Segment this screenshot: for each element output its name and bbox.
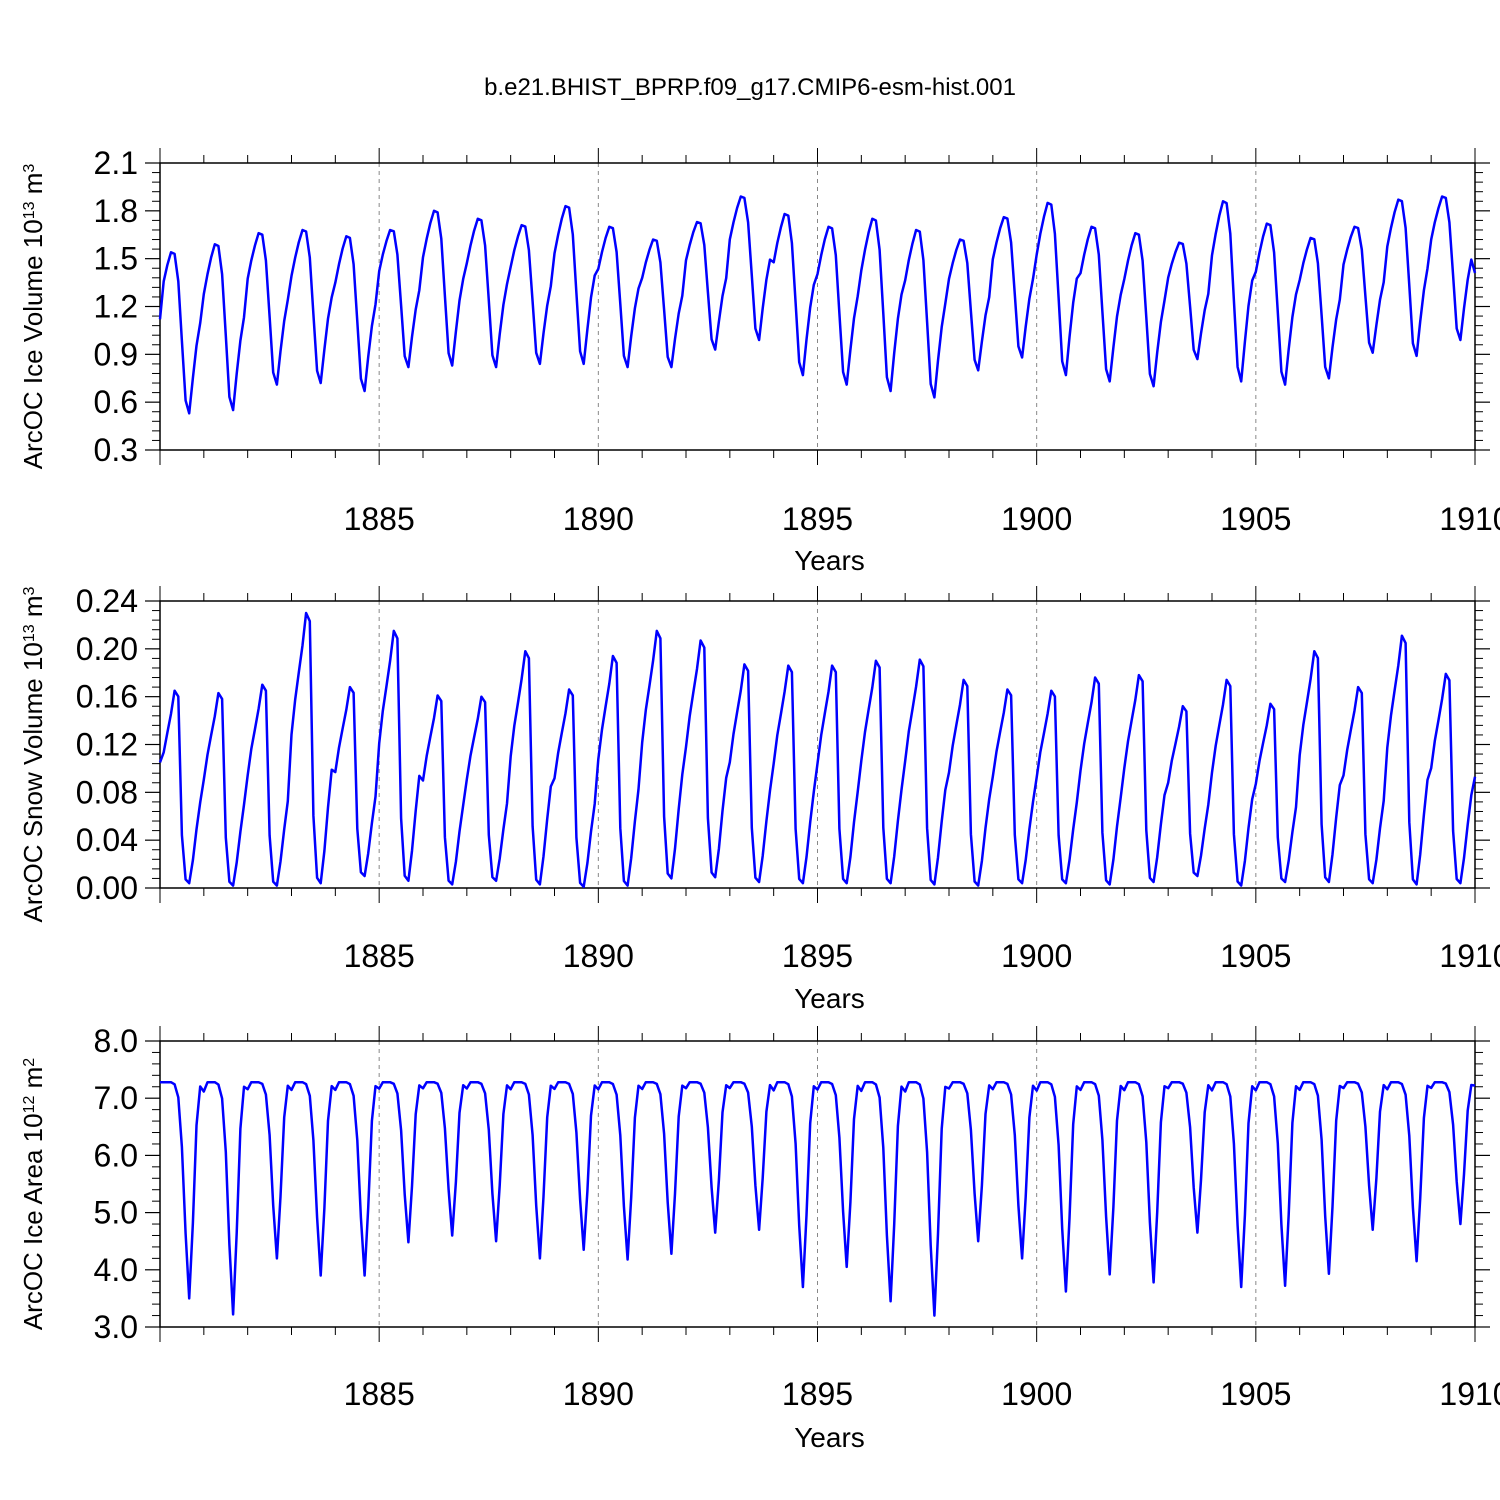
series-line-ice-area [160, 1080, 1476, 1317]
x-tick-label-1885: 1885 [344, 501, 415, 537]
x-tick-label-1910: 1910 [1439, 1376, 1500, 1412]
x-tick-label-1900: 1900 [1001, 501, 1072, 537]
x-axis-label: Years [794, 545, 865, 576]
y-tick-label: 0.16 [76, 679, 138, 715]
y-tick-label: 5.0 [94, 1195, 138, 1231]
y-axis-label: ArcOC Ice Volume 1013 m3 [18, 164, 48, 470]
series-line-snow-volume [158, 611, 1477, 889]
y-axis-label-unit-exponent: 3 [21, 164, 38, 173]
x-tick-label-1885: 1885 [344, 938, 415, 974]
y-axis-label-text: ArcOC Ice Area 10 [18, 1113, 48, 1330]
y-axis-label-text: ArcOC Snow Volume 10 [18, 642, 48, 922]
x-axis-label: Years [794, 983, 865, 1014]
y-tick-label: 0.00 [76, 870, 138, 906]
y-tick-label: 2.1 [94, 145, 138, 181]
y-tick-label: 1.2 [94, 289, 138, 325]
x-tick-label-1890: 1890 [563, 1376, 634, 1412]
y-tick-label: 0.6 [94, 384, 138, 420]
panel-ice-area: 3.0 4.0 5.0 6.0 7.0 8.0 1885 1890 1895 1900 1905 19… [18, 1023, 1500, 1453]
y-axis-label-exponent: 12 [21, 1096, 38, 1114]
y-tick-label: 4.0 [94, 1252, 138, 1288]
x-tick-label-1910: 1910 [1439, 501, 1500, 537]
y-tick-label: 0.9 [94, 336, 138, 372]
x-tick-label-1910: 1910 [1439, 938, 1500, 974]
y-tick-label: 1.8 [94, 193, 138, 229]
x-tick-label-1900: 1900 [1001, 938, 1072, 974]
y-tick-label: 1.5 [94, 241, 138, 277]
y-tick-label: 7.0 [94, 1080, 138, 1116]
x-tick-label-1895: 1895 [782, 501, 853, 537]
figure-title: b.e21.BHIST_BPRP.f09_g17.CMIP6-esm-hist.… [484, 74, 1016, 101]
y-tick-label: 0.3 [94, 432, 138, 468]
panel-snow-volume: 0.00 0.04 0.08 0.12 0.16 0.20 0.24 1885 1890 1895… [18, 583, 1500, 1014]
y-tick-label: 0.08 [76, 774, 138, 810]
y-axis-label-unit-exponent: 3 [21, 586, 38, 595]
y-axis-label-exponent: 13 [21, 624, 38, 642]
y-axis-label-text: ArcOC Ice Volume 10 [18, 219, 48, 469]
y-tick-label: 6.0 [94, 1137, 138, 1173]
y-axis-label-unit: m [18, 1067, 48, 1096]
x-tick-label-1885: 1885 [344, 1376, 415, 1412]
y-tick-label: 0.12 [76, 727, 138, 763]
y-axis-label: ArcOC Snow Volume 1013 m3 [18, 586, 48, 922]
x-tick-label-1890: 1890 [563, 501, 634, 537]
x-axis-label: Years [794, 1422, 865, 1453]
x-tick-label-1890: 1890 [563, 938, 634, 974]
y-tick-label: 3.0 [94, 1309, 138, 1345]
x-tick-label-1900: 1900 [1001, 1376, 1072, 1412]
y-axis-label: ArcOC Ice Area 1012 m2 [18, 1058, 48, 1330]
y-axis-label-unit-exponent: 2 [21, 1058, 38, 1067]
x-tick-label-1905: 1905 [1220, 1376, 1291, 1412]
y-axis-label-unit: m [18, 173, 48, 202]
y-tick-label: 0.04 [76, 822, 138, 858]
series-line-ice-volume [158, 195, 1477, 415]
y-tick-label: 8.0 [94, 1023, 138, 1059]
x-tick-label-1895: 1895 [782, 1376, 853, 1412]
x-tick-label-1905: 1905 [1220, 938, 1291, 974]
panel-ice-volume: 0.3 0.6 0.9 1.2 1.5 1.8 2.1 1885 1890 1895 1900 190… [18, 145, 1500, 576]
x-tick-label-1895: 1895 [782, 938, 853, 974]
x-tick-label-1905: 1905 [1220, 501, 1291, 537]
y-tick-label: 0.20 [76, 631, 138, 667]
y-axis-label-unit: m [18, 595, 48, 624]
y-axis-label-exponent: 13 [21, 201, 38, 219]
y-tick-label: 0.24 [76, 583, 138, 619]
